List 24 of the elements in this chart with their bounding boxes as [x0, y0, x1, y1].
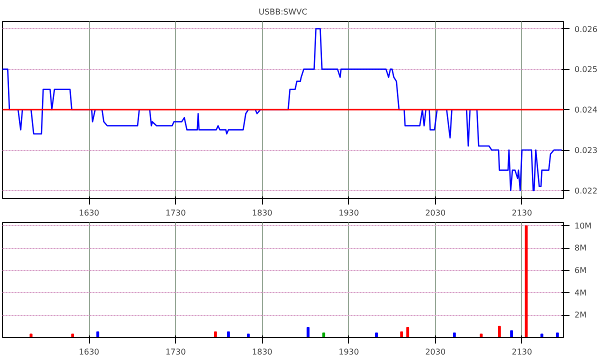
x-tick-label: 2130	[512, 208, 532, 218]
line-series	[2, 28, 562, 192]
y-tick-label: 0.022	[574, 186, 598, 196]
x-tick-label: 1630	[78, 208, 100, 218]
y-tick-label: 10M	[574, 221, 592, 230]
chart-title: USBB:SWVC	[258, 8, 308, 16]
x-tick-label: 1730	[165, 348, 186, 356]
x-tick-label: 1730	[165, 208, 186, 218]
x-tick-label: 1930	[338, 208, 359, 218]
x-tick-label: 2030	[425, 348, 446, 356]
y-tick-label: 8M	[574, 244, 587, 253]
x-tick-label: 2130	[512, 348, 532, 356]
x-tick-label: 1630	[78, 348, 100, 356]
x-tick-label: 2030	[425, 208, 446, 218]
y-tick-label: 0.025	[574, 65, 598, 74]
y-tick-label: 6M	[574, 266, 587, 276]
y-tick-label: 4M	[574, 288, 587, 298]
x-tick-label: 1830	[252, 348, 272, 356]
x-tick-label: 1930	[338, 348, 359, 356]
x-tick-label: 1830	[252, 208, 272, 218]
y-tick-label: 0.026	[574, 24, 598, 34]
y-tick-label: 2M	[574, 310, 587, 320]
y-tick-label: 0.024	[574, 106, 598, 115]
y-tick-label: 0.023	[574, 146, 598, 156]
